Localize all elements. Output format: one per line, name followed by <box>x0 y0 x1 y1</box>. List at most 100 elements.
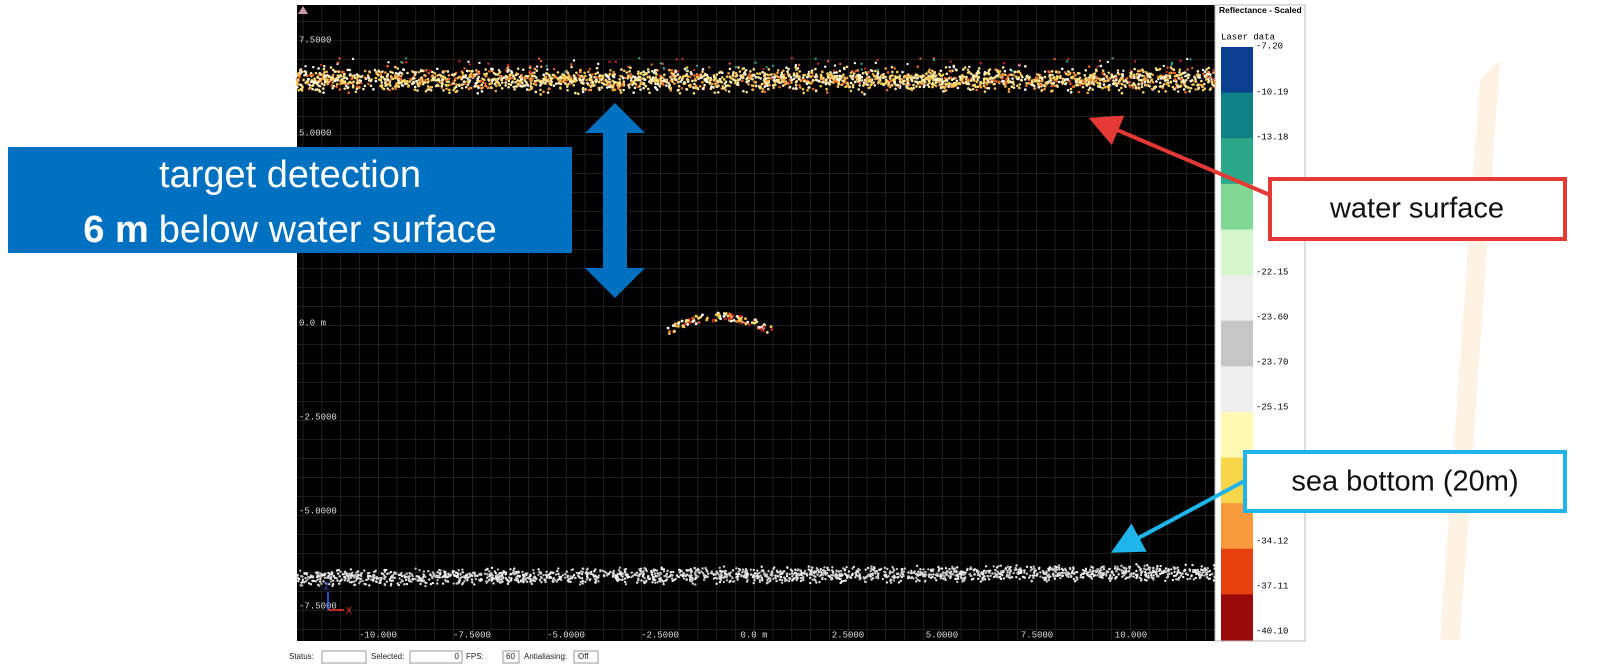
point <box>347 82 350 85</box>
point <box>1155 80 1158 83</box>
point <box>589 578 591 580</box>
point <box>394 577 396 579</box>
point <box>628 70 631 73</box>
point <box>798 70 801 73</box>
point <box>967 87 970 90</box>
point <box>659 62 661 64</box>
point <box>927 568 929 570</box>
bottom-label: sea bottom (20m) <box>1291 466 1518 498</box>
point <box>1129 85 1132 88</box>
point <box>1124 85 1127 88</box>
point <box>1176 571 1178 573</box>
point <box>705 569 707 571</box>
point <box>1025 85 1028 88</box>
point <box>319 572 321 574</box>
point <box>377 70 379 72</box>
point <box>1159 85 1162 88</box>
point <box>737 317 740 320</box>
point <box>540 65 543 68</box>
point <box>1128 570 1130 572</box>
point <box>510 70 513 73</box>
point <box>406 72 409 75</box>
point <box>761 83 764 86</box>
point <box>1182 79 1185 82</box>
point <box>719 567 721 569</box>
point <box>447 70 450 73</box>
point <box>383 569 385 571</box>
point <box>722 87 725 90</box>
point <box>624 578 626 580</box>
legend-label: -34.12 <box>1256 536 1288 546</box>
point <box>1207 73 1210 76</box>
point <box>531 583 533 585</box>
point <box>530 82 533 85</box>
point <box>766 331 769 334</box>
point <box>1151 571 1153 573</box>
point <box>791 57 793 59</box>
point <box>767 88 770 91</box>
point <box>1209 574 1211 576</box>
point <box>1009 571 1011 573</box>
point <box>654 573 656 575</box>
point <box>1107 61 1109 63</box>
point <box>726 84 729 87</box>
point <box>820 571 822 573</box>
point <box>870 578 872 580</box>
point <box>408 580 410 582</box>
point <box>357 574 359 576</box>
point <box>401 575 403 577</box>
point <box>591 73 594 76</box>
point <box>1152 81 1155 84</box>
point <box>584 581 586 583</box>
point <box>310 583 312 585</box>
point <box>697 570 699 572</box>
point <box>885 80 888 83</box>
point <box>1201 85 1204 88</box>
point <box>1003 62 1005 64</box>
point <box>317 574 319 576</box>
point <box>579 79 582 82</box>
point <box>744 317 747 320</box>
point <box>322 87 325 90</box>
point <box>729 580 731 582</box>
point <box>886 576 888 578</box>
point <box>834 64 836 66</box>
point <box>746 579 748 581</box>
point <box>572 84 575 87</box>
point <box>996 69 999 72</box>
point <box>1041 80 1044 83</box>
point <box>1186 58 1188 60</box>
point <box>322 91 325 94</box>
point <box>330 580 332 582</box>
point <box>598 81 601 84</box>
point <box>880 74 883 77</box>
point <box>956 83 959 86</box>
point <box>656 80 659 83</box>
point <box>1084 82 1087 85</box>
point <box>585 571 587 573</box>
point <box>333 575 335 577</box>
point <box>915 85 918 88</box>
point <box>348 579 350 581</box>
point <box>1118 89 1121 92</box>
point <box>1039 76 1042 79</box>
point <box>1072 85 1075 88</box>
point <box>496 575 498 577</box>
point <box>671 78 674 81</box>
point <box>1004 85 1007 88</box>
point <box>784 578 786 580</box>
point <box>752 68 755 71</box>
point <box>955 68 957 70</box>
point <box>883 83 886 86</box>
point <box>852 86 855 89</box>
point <box>1058 574 1060 576</box>
point <box>1010 85 1013 88</box>
point <box>327 572 329 574</box>
point <box>376 577 378 579</box>
point <box>758 326 761 329</box>
point <box>924 571 926 573</box>
point <box>656 569 658 571</box>
point <box>913 76 916 79</box>
point <box>517 581 519 583</box>
point <box>545 571 547 573</box>
